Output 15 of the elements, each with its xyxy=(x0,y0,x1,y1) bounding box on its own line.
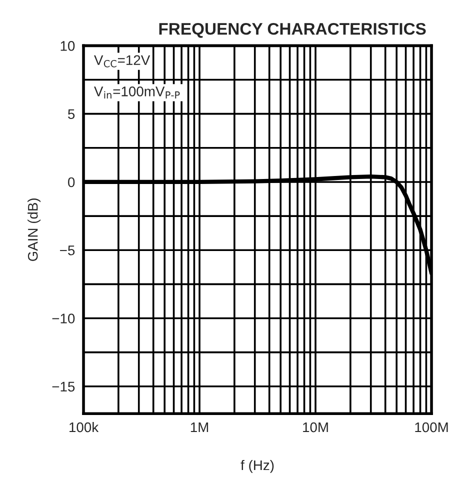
y-tick-label: 5 xyxy=(68,109,75,120)
y-axis-title: GAIN (dB) xyxy=(28,198,41,262)
y-tick-label: −10 xyxy=(52,314,75,324)
x-tick-label: 100M xyxy=(415,422,448,432)
y-tick-label: −15 xyxy=(52,382,75,392)
chart-title: FREQUENCY CHARACTERISTICS xyxy=(159,22,426,38)
y-tick-label: −5 xyxy=(60,246,75,256)
annotation: V$_{CC}$=12V xyxy=(94,55,150,68)
x-tick-label: 1M xyxy=(190,422,208,432)
y-tick-label: 0 xyxy=(68,177,75,188)
x-tick-label: 100k xyxy=(70,422,99,432)
x-axis-title: f (Hz) xyxy=(240,460,274,473)
annotation: V$_{in}$=100mV$_{P-P}$ xyxy=(94,86,180,98)
y-tick-label: 10 xyxy=(60,41,75,51)
x-tick-label: 10M xyxy=(303,422,328,432)
